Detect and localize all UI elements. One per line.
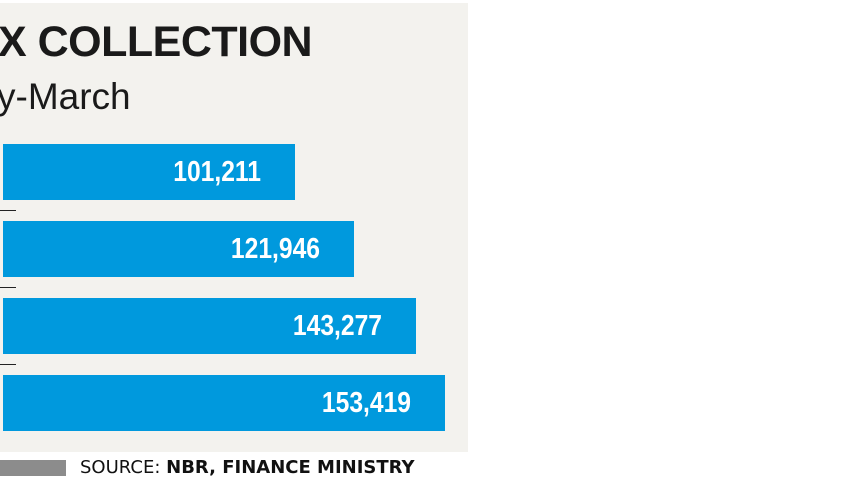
source-line: SOURCE: NBR, FINANCE MINISTRY — [80, 457, 415, 478]
data-label: 143,277 — [292, 310, 382, 342]
separator — [0, 364, 16, 365]
data-label: 101,211 — [172, 156, 261, 188]
source-text: NBR, FINANCE MINISTRY — [166, 457, 415, 478]
source-marker — [0, 460, 66, 476]
separator — [0, 287, 16, 288]
bar — [3, 375, 445, 431]
chart-subtitle: y-March — [0, 76, 131, 117]
source-label: SOURCE: — [80, 457, 161, 478]
data-label: 153,419 — [321, 387, 411, 419]
chart-title: X COLLECTION — [0, 18, 313, 66]
bar — [3, 298, 416, 354]
separator — [0, 210, 16, 211]
bar — [3, 221, 355, 277]
data-label: 121,946 — [231, 233, 321, 265]
bar — [3, 144, 295, 200]
